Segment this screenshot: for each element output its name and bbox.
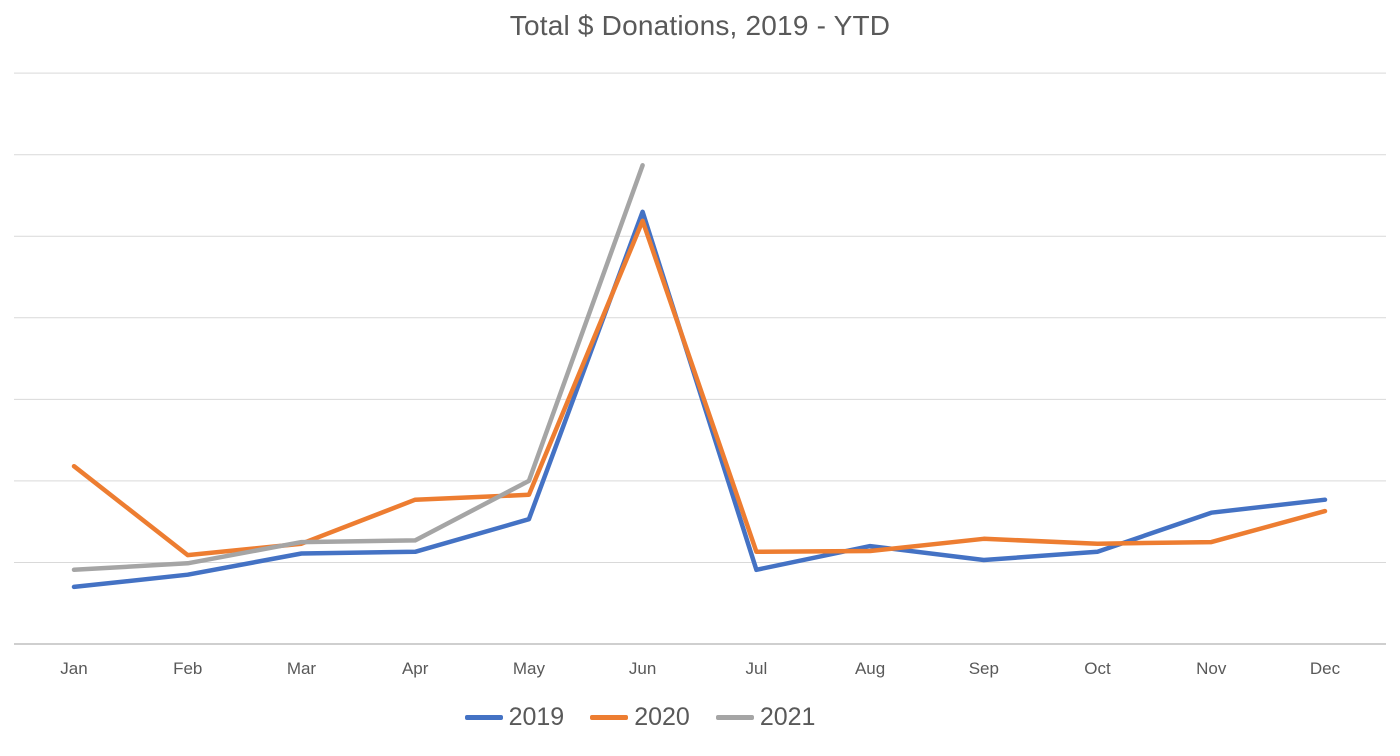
x-tick-label-oct: Oct <box>1084 659 1111 678</box>
series-line-2020 <box>71 218 1328 558</box>
x-tick-label-feb: Feb <box>173 659 203 678</box>
x-tick-label-nov: Nov <box>1196 659 1227 678</box>
legend-item-2019: 2019 <box>464 703 565 732</box>
x-tick-label-apr: Apr <box>401 659 429 678</box>
x-tick-label-jan: Jan <box>60 659 88 678</box>
legend-label-2021: 2021 <box>759 703 816 731</box>
x-tick-label-aug: Aug <box>854 659 886 678</box>
legend-item-2020: 2020 <box>590 703 690 732</box>
legend-swatch-2019 <box>464 715 503 720</box>
x-tick-label-sep: Sep <box>968 659 999 678</box>
chart-title: Total $ Donations, 2019 - YTD <box>509 10 891 41</box>
x-tick-label-mar: Mar <box>286 659 317 678</box>
x-tick-label-may: May <box>512 659 545 678</box>
x-tick-label-jul: Jul <box>745 659 768 678</box>
x-tick-label-dec: Dec <box>1309 659 1341 678</box>
legend-label-2020: 2020 <box>634 703 690 731</box>
x-tick-label-jun: Jun <box>628 659 657 678</box>
legend-swatch-2020 <box>590 715 629 720</box>
legend-label-2019: 2019 <box>508 703 565 731</box>
legend-swatch-2021 <box>715 715 754 720</box>
legend: 2019 2020 2021 <box>0 703 1340 732</box>
series-line-2021 <box>71 163 645 573</box>
legend-item-2021: 2021 <box>715 703 816 732</box>
